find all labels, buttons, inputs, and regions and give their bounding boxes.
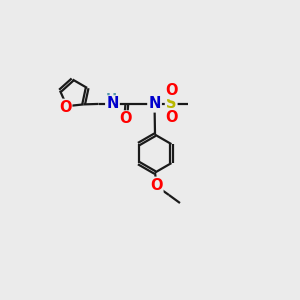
- Text: O: O: [150, 178, 162, 193]
- Text: O: O: [165, 83, 177, 98]
- Text: N: N: [106, 96, 119, 111]
- Text: O: O: [119, 111, 132, 126]
- Text: O: O: [59, 100, 71, 115]
- Text: N: N: [148, 96, 161, 111]
- Text: H: H: [106, 92, 117, 105]
- Text: O: O: [165, 110, 177, 125]
- Text: S: S: [166, 96, 176, 111]
